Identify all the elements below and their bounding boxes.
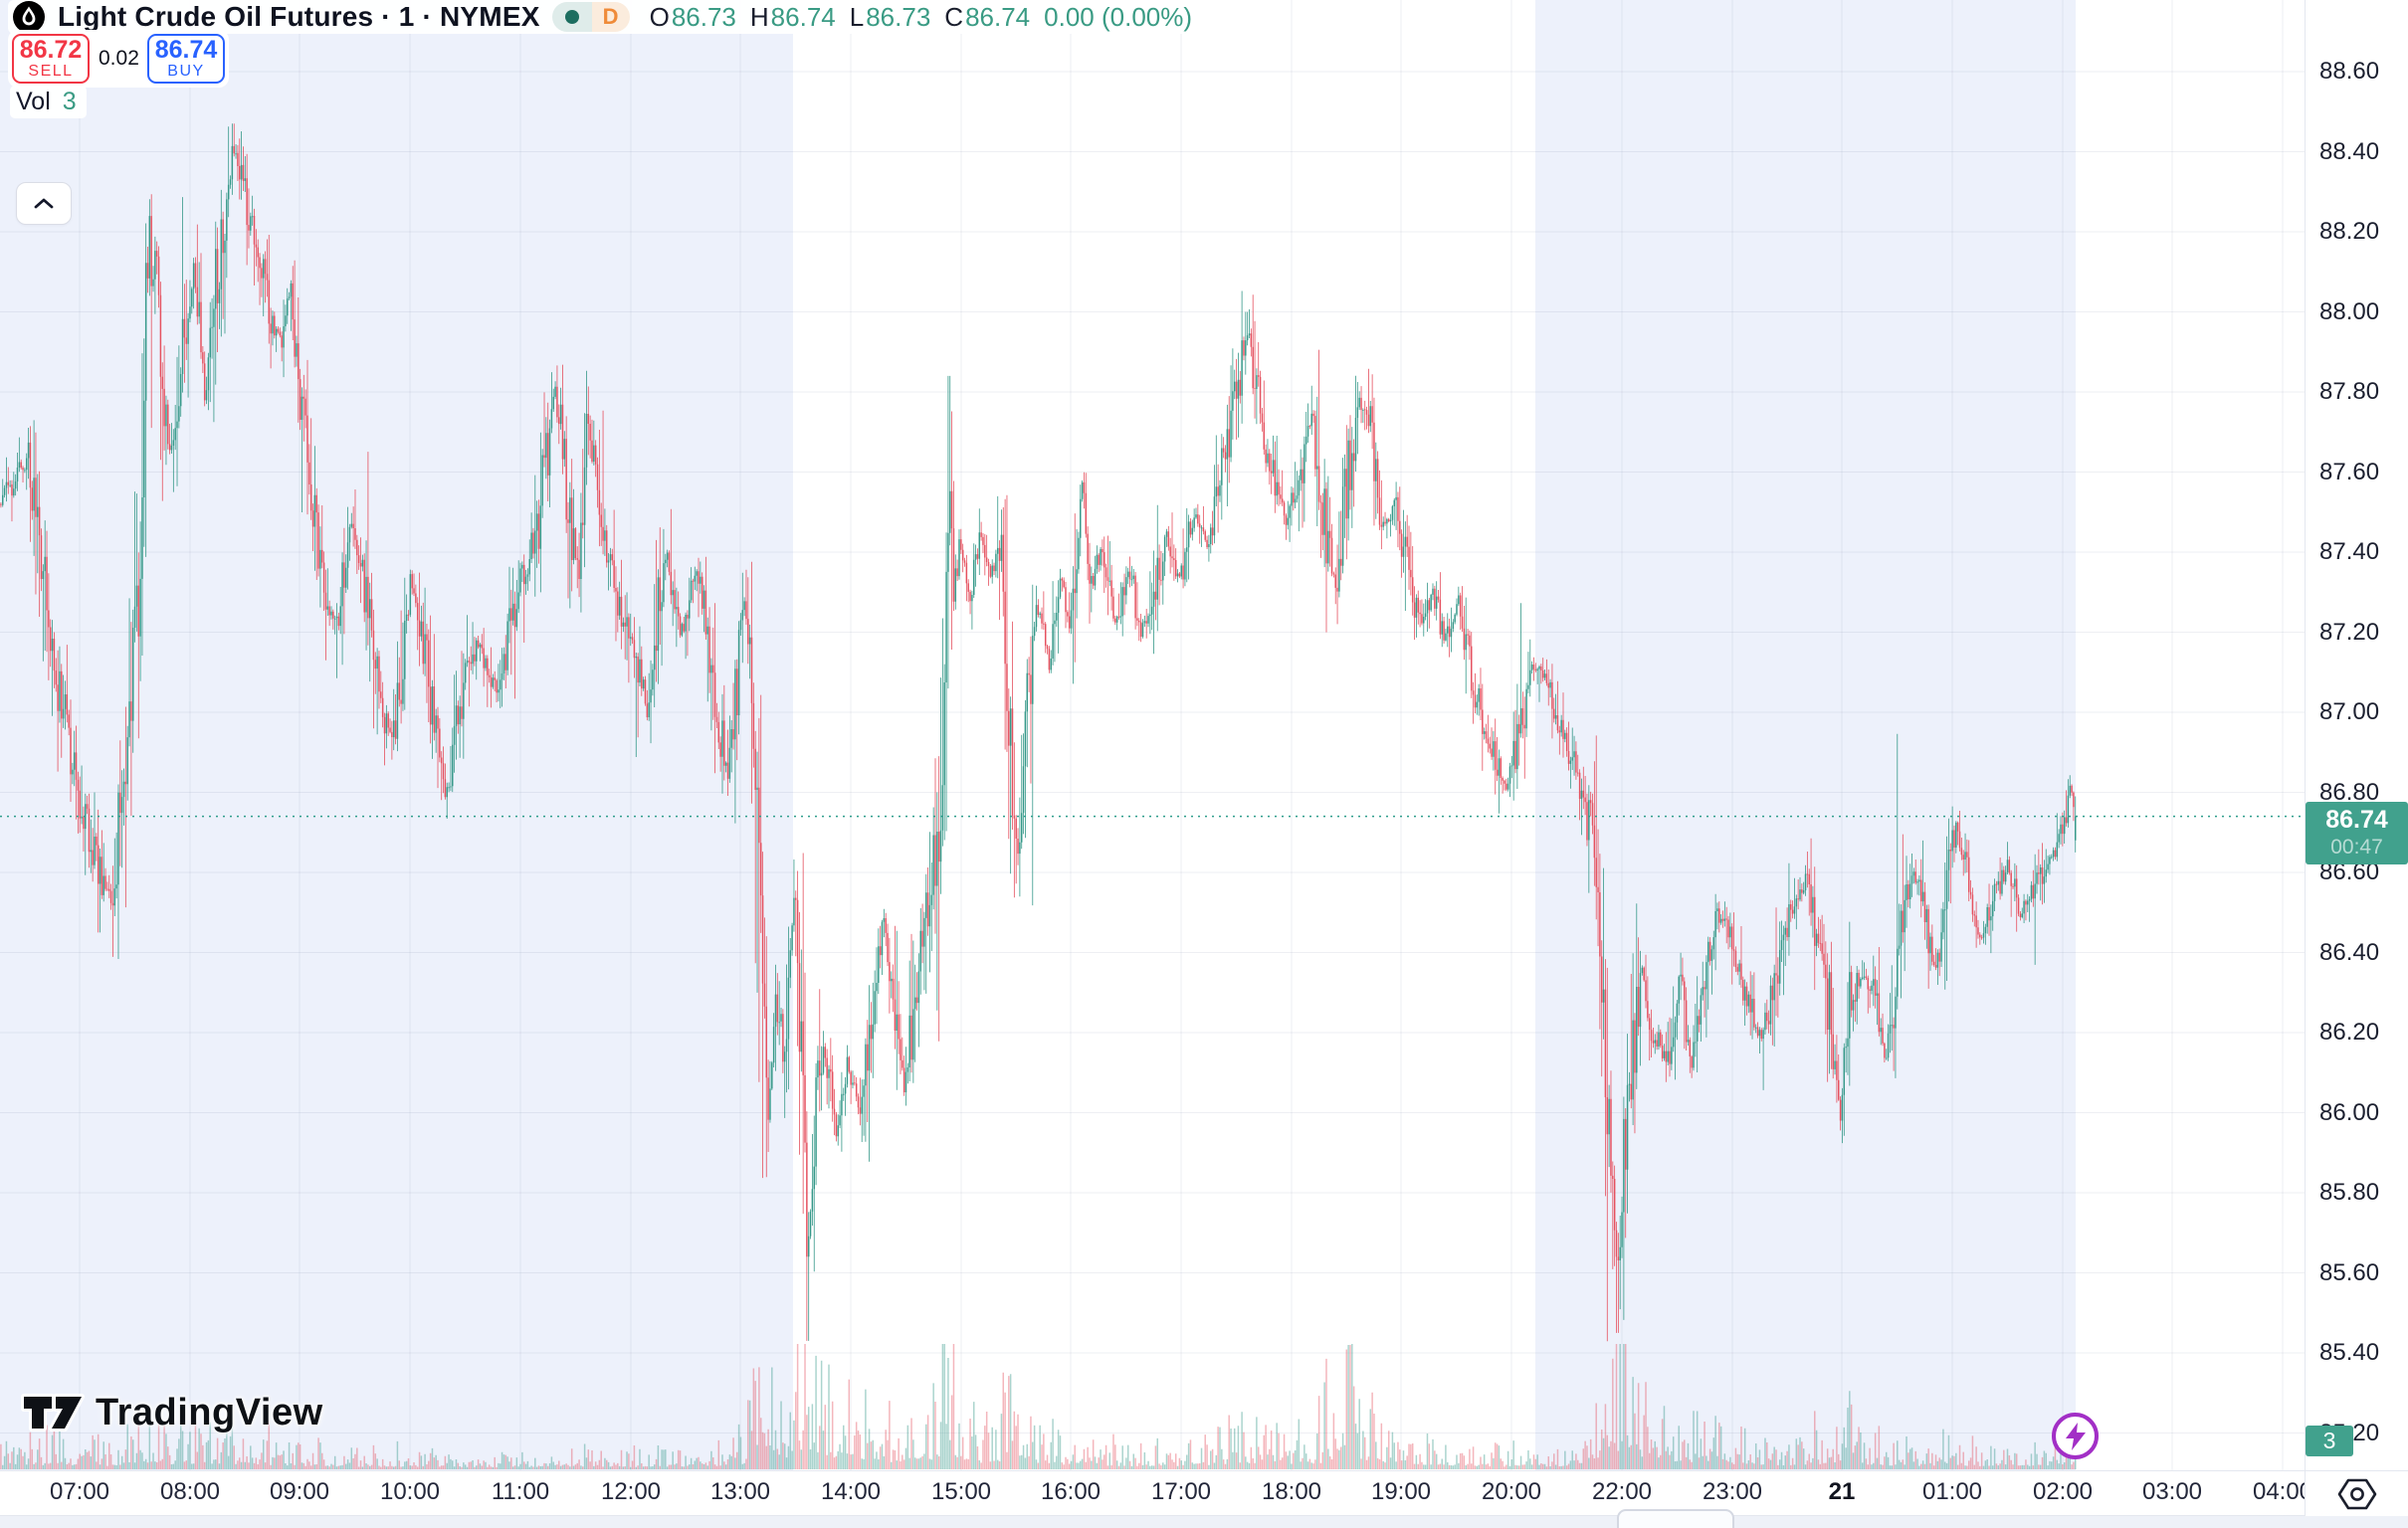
close-label: C [944,1,964,32]
time-tick-label: 01:00 [1921,1478,1983,1505]
spread-value: 0.02 [99,47,139,70]
price-tick-label: 87.60 [2319,458,2380,485]
volume-label: Vol [16,88,51,115]
price-tick-label: 88.00 [2319,297,2380,325]
time-tick-label: 21 [1828,1478,1856,1505]
price-tick-label: 87.40 [2319,538,2380,565]
collapse-legend-button[interactable] [16,182,72,225]
buy-button[interactable]: 86.74 BUY [147,34,225,84]
order-panel: 86.72 SELL 0.02 86.74 BUY [8,30,229,88]
time-tick-label: 09:00 [269,1478,330,1505]
price-scale-settings[interactable] [2305,1470,2408,1516]
price-axis[interactable]: 88.60 88.40 88.20 88.00 87.80 87.60 87.40 87.20… [2305,0,2408,1528]
time-tick-label: 02:00 [2032,1478,2094,1505]
bar-countdown: 00:47 [2330,835,2383,859]
time-tick-label: 15:00 [930,1478,992,1505]
symbol-title[interactable]: Light Crude Oil Futures · 1 · NYMEX [58,1,540,32]
price-tick-label: 87.20 [2319,618,2380,646]
chevron-up-icon [34,198,54,209]
time-tick-label: 10:00 [379,1478,441,1505]
time-tick-label: 14:00 [820,1478,882,1505]
price-tick-label: 85.80 [2319,1179,2380,1206]
tradingview-logo-icon [21,1394,85,1432]
time-tick-label: 19:00 [1370,1478,1432,1505]
price-tick-label: 87.00 [2319,698,2380,725]
price-tick-label: 88.20 [2319,218,2380,245]
price-tick-label: 86.20 [2319,1019,2380,1046]
buy-label: BUY [167,62,205,80]
tradingview-brand-text: TradingView [96,1391,323,1433]
price-tick-label: 88.60 [2319,58,2380,85]
close-value: 86.74 [965,1,1031,32]
gear-icon [2337,1478,2377,1509]
price-tick-label: 85.60 [2319,1258,2380,1286]
price-tick-label: 85.40 [2319,1339,2380,1366]
price-tick-label: 86.80 [2319,778,2380,806]
high-value: 86.74 [770,1,836,32]
time-tick-label: 22:00 [1591,1478,1653,1505]
sell-button[interactable]: 86.72 SELL [12,34,90,84]
volume-indicator-legend[interactable]: Vol 3 [10,86,87,118]
market-status-pill[interactable]: D [551,2,630,32]
high-label: H [749,1,769,32]
volume-value: 3 [62,88,77,115]
time-tick-label: 12:00 [600,1478,662,1505]
price-tick-label: 88.40 [2319,137,2380,165]
oil-drop-logo-icon [13,1,45,33]
market-open-dot-icon [551,2,592,32]
last-price-label: 86.74 00:47 [2306,802,2408,864]
time-tick-label: 18:00 [1261,1478,1322,1505]
time-tick-label: 16:00 [1040,1478,1102,1505]
low-label: L [849,1,865,32]
lightning-bolt-icon [2065,1422,2086,1450]
time-tick-label: 07:00 [49,1478,110,1505]
time-axis[interactable]: 07:00 08:00 09:00 10:00 11:00 12:00 13:00 14:00… [0,1470,2312,1516]
time-tick-label: 20:00 [1481,1478,1542,1505]
low-value: 86.73 [866,1,931,32]
sell-price: 86.72 [19,36,83,65]
resolution-badge: D [591,2,630,32]
ohlc-readout: O 86.73 H 86.74 L 86.73 C 86.74 0.00 (0.00%) [650,2,1192,33]
volume-scale-badge: 3 [2306,1426,2353,1456]
time-tick-label: 04:00 [2252,1478,2313,1505]
tradingview-watermark[interactable]: TradingView [20,1389,323,1436]
time-tick-label: 11:00 [491,1478,550,1505]
last-price-value: 86.74 [2325,806,2388,835]
bottom-toolbar-strip [0,1515,2408,1528]
time-tick-label: 03:00 [2141,1478,2203,1505]
sell-label: SELL [28,62,74,80]
open-label: O [649,1,670,32]
instant-order-button[interactable] [2052,1413,2099,1459]
time-tick-label: 17:00 [1150,1478,1212,1505]
time-tick-label: 08:00 [159,1478,221,1505]
time-tick-label: 13:00 [709,1478,771,1505]
open-value: 86.73 [671,1,736,32]
buy-price: 86.74 [154,36,218,65]
price-tick-label: 86.40 [2319,938,2380,966]
price-tick-label: 86.00 [2319,1098,2380,1126]
time-scrollbar-thumb[interactable] [1617,1509,1734,1528]
price-tick-label: 87.80 [2319,378,2380,405]
change-value: 0.00 (0.00%) [1044,1,1193,32]
time-tick-label: 23:00 [1702,1478,1763,1505]
